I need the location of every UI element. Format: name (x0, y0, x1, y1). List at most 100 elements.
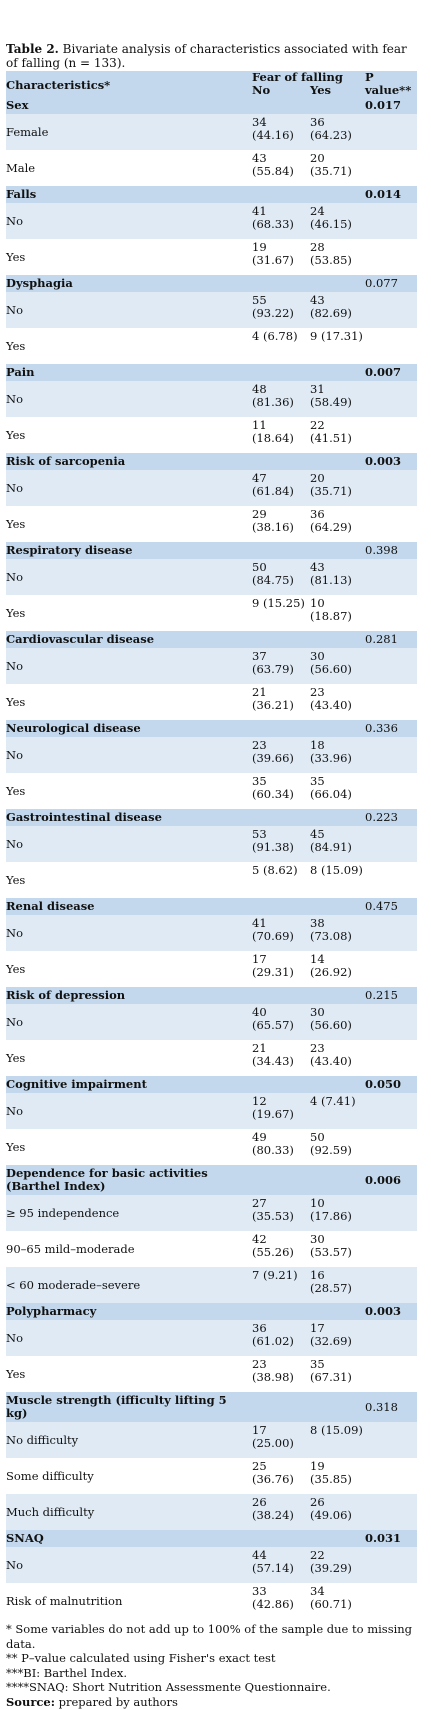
cell-no: 17 (29.31) (252, 951, 310, 987)
source-label: Source: (6, 1695, 55, 1709)
group-name: Risk of depression (6, 987, 252, 1004)
cell-yes: 38 (73.08) (310, 915, 365, 951)
cell-no: 26 (38.24) (252, 1494, 310, 1530)
row-empty-cell (365, 862, 417, 898)
row-label: Female (6, 114, 252, 150)
row-label: Yes (6, 1040, 252, 1076)
cell-yes: 19 (35.85) (310, 1458, 365, 1494)
row-empty-cell (365, 1267, 417, 1303)
cell-yes: 10 (17.86) (310, 1195, 365, 1231)
group-pvalue: 0.017 (365, 97, 417, 114)
group-empty-cell (252, 453, 310, 470)
cell-yes: 28 (53.85) (310, 239, 365, 275)
cell-no: 55 (93.22) (252, 292, 310, 328)
cell-yes: 22 (41.51) (310, 417, 365, 453)
header-yes: Yes (310, 84, 331, 97)
cell-no: 35 (60.34) (252, 773, 310, 809)
group-empty-cell (310, 631, 365, 648)
group-empty-cell (310, 987, 365, 1004)
row-label: No (6, 381, 252, 417)
source-text: prepared by authors (55, 1695, 178, 1709)
row-empty-cell (365, 239, 417, 275)
cell-no: 19 (31.67) (252, 239, 310, 275)
cell-no: 21 (36.21) (252, 684, 310, 720)
row-label: Yes (6, 951, 252, 987)
cell-yes: 17 (32.69) (310, 1320, 365, 1356)
row-empty-cell (365, 826, 417, 862)
group-empty-cell (310, 898, 365, 915)
group-pvalue: 0.215 (365, 987, 417, 1004)
group-pvalue: 0.006 (365, 1165, 417, 1195)
cell-no: 23 (39.66) (252, 737, 310, 773)
row-empty-cell (365, 595, 417, 631)
group-name: Cardiovascular disease (6, 631, 252, 648)
row-empty-cell (365, 417, 417, 453)
group-empty-cell (310, 542, 365, 559)
group-pvalue: 0.003 (365, 1303, 417, 1320)
cell-yes: 23 (43.40) (310, 1040, 365, 1076)
group-name: Sex (6, 97, 252, 114)
group-empty-cell (252, 987, 310, 1004)
table-number: Table 2. (6, 42, 59, 56)
cell-yes: 4 (7.41) (310, 1093, 365, 1129)
row-empty-cell (365, 1583, 417, 1619)
cell-yes: 50 (92.59) (310, 1129, 365, 1165)
row-empty-cell (365, 648, 417, 684)
footnote: ****SNAQ: Short Nutrition Assessmente Qu… (6, 1680, 417, 1695)
cell-no: 23 (38.98) (252, 1356, 310, 1392)
group-empty-cell (252, 1076, 310, 1093)
cell-no: 48 (81.36) (252, 381, 310, 417)
cell-yes: 45 (84.91) (310, 826, 365, 862)
table-title: Bivariate analysis of characteristics as… (6, 42, 407, 70)
group-header-row: Dependence for basic activities (Barthel… (6, 1165, 417, 1195)
cell-yes: 36 (64.29) (310, 506, 365, 542)
group-empty-cell (310, 809, 365, 826)
cell-no: 36 (61.02) (252, 1320, 310, 1356)
row-empty-cell (365, 203, 417, 239)
cell-yes: 20 (35.71) (310, 470, 365, 506)
cell-no: 21 (34.43) (252, 1040, 310, 1076)
group-pvalue: 0.077 (365, 275, 417, 292)
group-empty-cell (252, 1303, 310, 1320)
row-empty-cell (365, 559, 417, 595)
group-empty-cell (310, 1530, 365, 1547)
group-name: Gastrointestinal disease (6, 809, 252, 826)
row-label: Yes (6, 1129, 252, 1165)
row-label: Yes (6, 417, 252, 453)
row-empty-cell (365, 737, 417, 773)
cell-no: 34 (44.16) (252, 114, 310, 150)
row-empty-cell (365, 915, 417, 951)
row-label: No (6, 1320, 252, 1356)
group-empty-cell (252, 631, 310, 648)
group-empty-cell (252, 1530, 310, 1547)
group-empty-cell (252, 720, 310, 737)
row-label: No (6, 648, 252, 684)
cell-yes: 9 (17.31) (310, 328, 365, 364)
header-characteristics: Characteristics* (6, 71, 252, 97)
row-label: No (6, 737, 252, 773)
cell-no: 49 (80.33) (252, 1129, 310, 1165)
row-label: No difficulty (6, 1422, 252, 1458)
cell-yes: 36 (64.23) (310, 114, 365, 150)
cell-yes: 10 (18.87) (310, 595, 365, 631)
cell-no: 17 (25.00) (252, 1422, 310, 1458)
row-empty-cell (365, 684, 417, 720)
group-name: Dysphagia (6, 275, 252, 292)
